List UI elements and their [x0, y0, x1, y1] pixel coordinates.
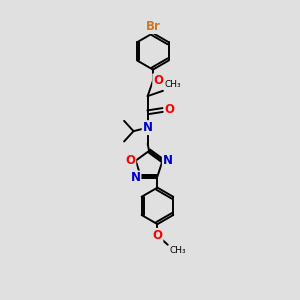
Text: CH₃: CH₃: [169, 246, 186, 255]
Text: CH₃: CH₃: [164, 80, 181, 89]
Text: O: O: [125, 154, 135, 167]
Text: O: O: [152, 229, 162, 242]
Text: O: O: [153, 74, 163, 87]
Text: O: O: [164, 103, 174, 116]
Text: Br: Br: [146, 20, 160, 33]
Text: N: N: [130, 171, 140, 184]
Text: N: N: [142, 121, 153, 134]
Text: N: N: [163, 154, 173, 167]
